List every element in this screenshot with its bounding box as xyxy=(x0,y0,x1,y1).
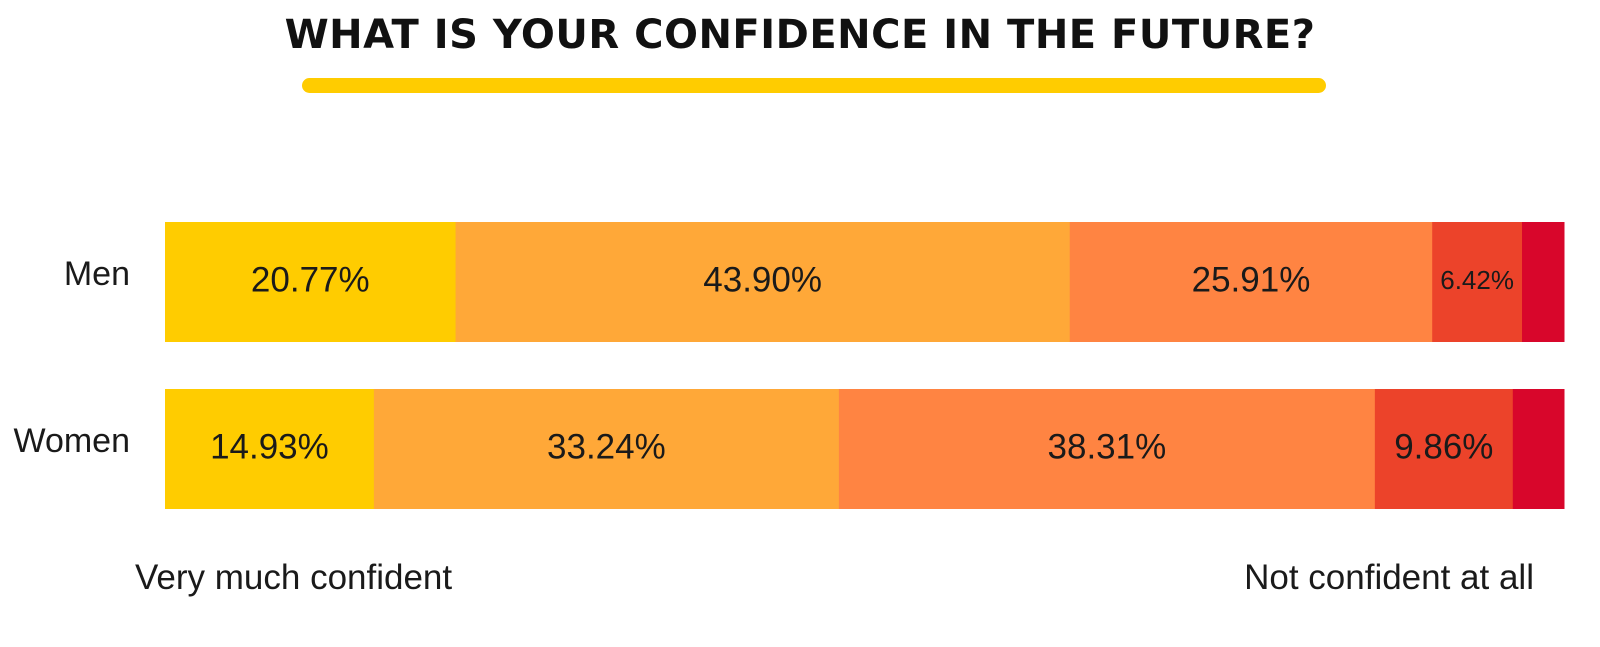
data-label-men-1: 20.77% xyxy=(251,260,370,299)
data-label-women-2: 33.24% xyxy=(547,427,666,466)
bar-segment-men-4 xyxy=(1432,222,1523,342)
data-label-men-2: 43.90% xyxy=(703,260,822,299)
row-label-women: Women xyxy=(13,422,130,460)
data-label-women-4: 9.86% xyxy=(1394,427,1493,466)
bar-segment-men-1 xyxy=(165,222,457,342)
bar-segment-women-1 xyxy=(165,389,375,509)
data-label-women-3: 38.31% xyxy=(1048,427,1167,466)
bar-segment-men-2 xyxy=(455,222,1071,342)
bar-segment-women-4 xyxy=(1374,389,1514,509)
bar-segment-women-5 xyxy=(1512,389,1565,509)
title-underline xyxy=(302,78,1326,93)
bar-segment-men-5 xyxy=(1522,222,1565,342)
data-label-men-4: 6.42% xyxy=(1440,265,1514,295)
data-label-men-3: 25.91% xyxy=(1192,260,1311,299)
scale-label-very-confident: Very much confident xyxy=(135,558,453,597)
bar-segment-women-2 xyxy=(373,389,840,509)
row-label-men: Men xyxy=(64,255,130,293)
chart-title: WHAT IS YOUR CONFIDENCE IN THE FUTURE? xyxy=(284,12,1316,58)
data-label-women-1: 14.93% xyxy=(210,427,329,466)
scale-label-not-confident: Not confident at all xyxy=(1244,558,1534,597)
bar-segment-men-3 xyxy=(1069,222,1433,342)
bar-segment-women-3 xyxy=(838,389,1376,509)
